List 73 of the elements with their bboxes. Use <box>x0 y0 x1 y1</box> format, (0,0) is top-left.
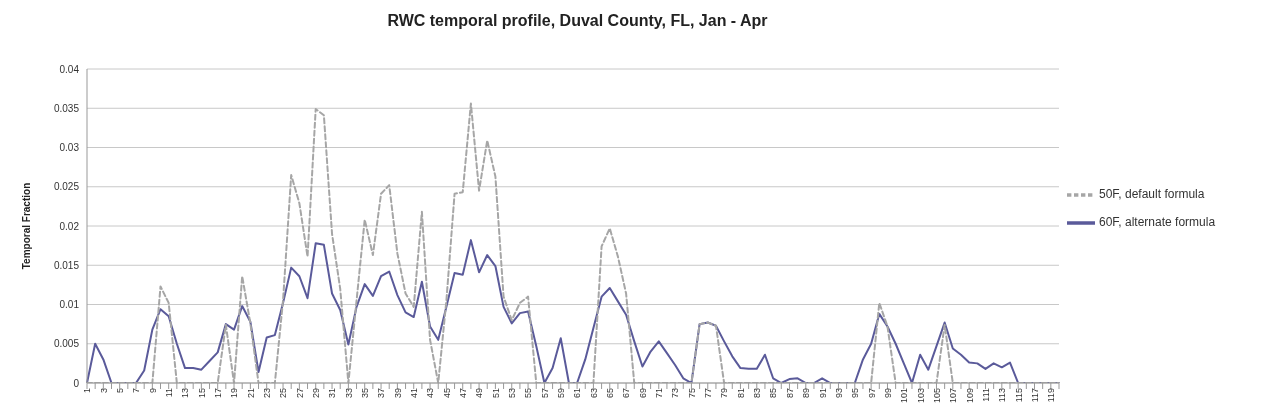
y-tick-label: 0.02 <box>59 220 80 232</box>
x-tick-label: 49 <box>474 388 485 399</box>
y-tick-label: 0.01 <box>59 299 80 311</box>
x-tick-label: 23 <box>262 388 273 399</box>
x-tick-label: 97 <box>866 388 877 399</box>
x-tick-label: 113 <box>997 388 1008 403</box>
x-tick-label: 17 <box>213 388 224 399</box>
legend-label: 60F, alternate formula <box>1099 214 1216 229</box>
x-tick-label: 31 <box>327 388 338 399</box>
x-tick-label: 87 <box>784 388 795 399</box>
x-tick-label: 105 <box>931 388 942 404</box>
x-tick-label: 67 <box>621 388 632 399</box>
x-tick-label: 1 <box>82 388 93 394</box>
y-tick-label: 0.025 <box>53 181 80 193</box>
x-tick-label: 71 <box>654 388 665 399</box>
x-tick-label: 65 <box>605 388 616 399</box>
y-tick-label: 0.03 <box>59 142 80 154</box>
x-tick-label: 57 <box>539 388 550 399</box>
x-tick-label: 3 <box>98 388 109 394</box>
y-tick-label: 0.035 <box>53 102 80 114</box>
x-tick-label: 35 <box>360 388 371 399</box>
chart-title: RWC temporal profile, Duval County, FL, Jan - Apr <box>386 12 769 30</box>
x-tick-label: 21 <box>245 388 256 399</box>
x-tick-label: 33 <box>343 388 354 399</box>
y-tick-label: 0.015 <box>53 259 80 271</box>
x-tick-label: 77 <box>703 388 714 399</box>
x-tick-label: 43 <box>425 388 436 399</box>
x-tick-label: 63 <box>588 388 599 399</box>
x-tick-label: 7 <box>131 388 142 394</box>
x-tick-label: 81 <box>735 388 746 399</box>
x-tick-label: 11 <box>164 388 175 398</box>
x-tick-label: 41 <box>409 388 420 399</box>
x-tick-label: 73 <box>670 388 681 399</box>
y-tick-label: 0 <box>73 377 80 389</box>
x-tick-label: 103 <box>915 388 926 404</box>
x-tick-label: 93 <box>833 388 844 399</box>
x-tick-label: 75 <box>686 388 697 399</box>
x-tick-label: 47 <box>458 388 469 399</box>
x-tick-label: 45 <box>441 388 452 399</box>
x-tick-label: 9 <box>147 388 158 394</box>
x-tick-label: 109 <box>964 388 975 404</box>
x-tick-label: 13 <box>180 388 191 399</box>
x-tick-label: 117 <box>1029 388 1040 403</box>
x-tick-label: 99 <box>882 388 893 399</box>
x-tick-label: 79 <box>719 388 730 399</box>
y-tick-label: 0.04 <box>59 63 80 75</box>
x-tick-label: 89 <box>801 388 812 399</box>
x-tick-label: 53 <box>507 388 518 399</box>
x-tick-label: 115 <box>1013 388 1024 403</box>
x-tick-label: 61 <box>572 388 583 399</box>
x-tick-label: 39 <box>392 388 403 399</box>
x-tick-label: 25 <box>278 388 289 399</box>
y-tick-label: 0.005 <box>53 338 80 350</box>
x-tick-label: 15 <box>196 388 207 399</box>
x-tick-label: 69 <box>637 388 648 399</box>
x-tick-label: 27 <box>294 388 305 399</box>
x-tick-label: 29 <box>311 388 322 399</box>
x-tick-label: 5 <box>115 388 126 394</box>
x-tick-label: 107 <box>948 388 959 404</box>
x-tick-label: 55 <box>523 388 534 399</box>
x-tick-label: 83 <box>752 388 763 399</box>
x-tick-label: 101 <box>899 388 910 404</box>
y-axis-title: Temporal Fraction <box>20 182 32 270</box>
x-tick-label: 59 <box>556 388 567 399</box>
x-tick-label: 37 <box>376 388 387 399</box>
x-tick-label: 85 <box>768 388 779 399</box>
x-tick-label: 91 <box>817 388 828 399</box>
x-tick-label: 111 <box>980 388 991 402</box>
x-tick-label: 95 <box>850 388 861 399</box>
legend-label: 50F, default formula <box>1099 186 1205 201</box>
x-tick-label: 19 <box>229 388 240 399</box>
x-tick-label: 119 <box>1046 388 1057 403</box>
x-tick-label: 51 <box>490 388 501 399</box>
